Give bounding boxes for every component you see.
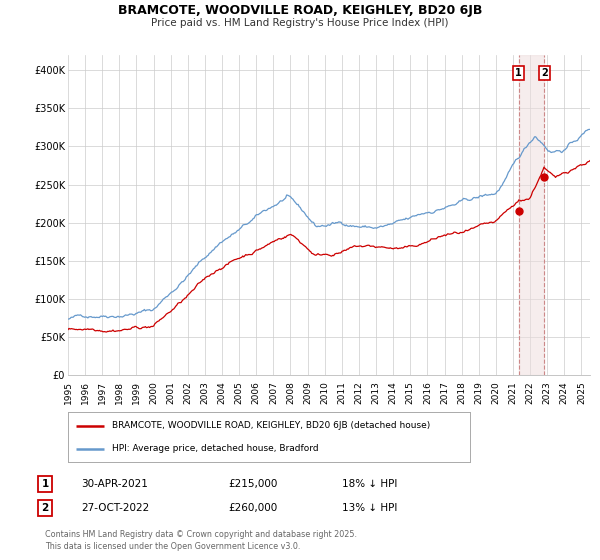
Text: 13% ↓ HPI: 13% ↓ HPI: [342, 503, 397, 513]
Text: 2: 2: [541, 68, 548, 78]
Text: £260,000: £260,000: [228, 503, 277, 513]
Text: 18% ↓ HPI: 18% ↓ HPI: [342, 479, 397, 489]
Text: Contains HM Land Registry data © Crown copyright and database right 2025.
This d: Contains HM Land Registry data © Crown c…: [45, 530, 357, 551]
Text: 30-APR-2021: 30-APR-2021: [81, 479, 148, 489]
Text: BRAMCOTE, WOODVILLE ROAD, KEIGHLEY, BD20 6JB: BRAMCOTE, WOODVILLE ROAD, KEIGHLEY, BD20…: [118, 4, 482, 17]
Text: 2: 2: [41, 503, 49, 513]
Text: 27-OCT-2022: 27-OCT-2022: [81, 503, 149, 513]
Text: £215,000: £215,000: [228, 479, 277, 489]
Text: 1: 1: [41, 479, 49, 489]
Text: Price paid vs. HM Land Registry's House Price Index (HPI): Price paid vs. HM Land Registry's House …: [151, 18, 449, 28]
Text: HPI: Average price, detached house, Bradford: HPI: Average price, detached house, Brad…: [112, 444, 319, 453]
Text: 1: 1: [515, 68, 522, 78]
Text: BRAMCOTE, WOODVILLE ROAD, KEIGHLEY, BD20 6JB (detached house): BRAMCOTE, WOODVILLE ROAD, KEIGHLEY, BD20…: [112, 421, 430, 430]
Bar: [518, 55, 544, 375]
